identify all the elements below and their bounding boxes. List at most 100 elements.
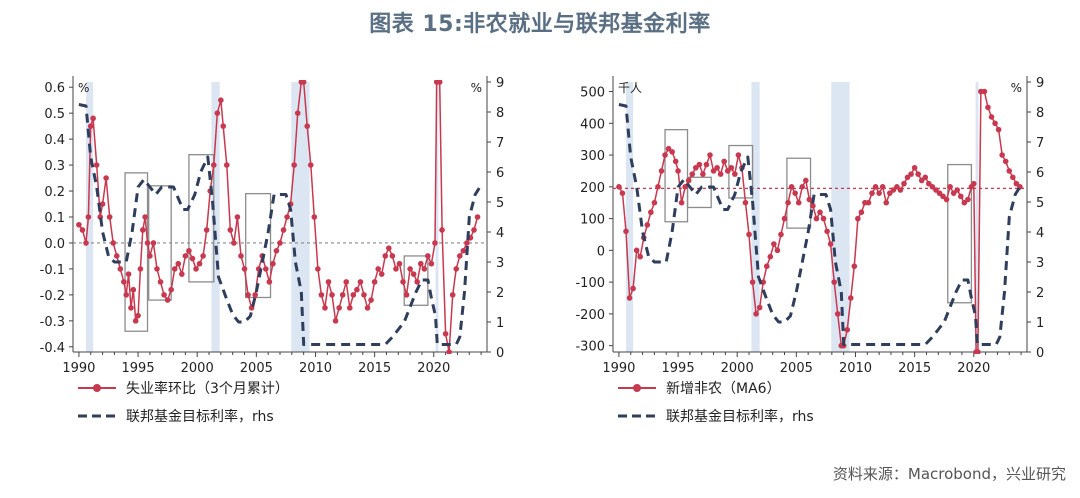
data-point bbox=[827, 241, 834, 247]
data-point bbox=[778, 231, 784, 238]
y-tick-label: -0.1 bbox=[40, 263, 65, 278]
data-point bbox=[322, 305, 328, 311]
data-point bbox=[897, 187, 904, 193]
data-point bbox=[799, 184, 806, 190]
data-point bbox=[361, 292, 367, 298]
data-point bbox=[858, 209, 865, 216]
data-point bbox=[908, 171, 914, 177]
data-point bbox=[252, 292, 258, 298]
data-point bbox=[137, 266, 144, 272]
highlight-box bbox=[786, 157, 812, 229]
highlight-box bbox=[245, 192, 272, 299]
y-tick-label: 0.5 bbox=[44, 107, 65, 122]
left-chart: 0.6 0.5 0.4 0.3 0.2 0.1 0.0 -0.1 -0.2 -0.3 -0.4 9 8 7… bbox=[40, 76, 504, 425]
data-point bbox=[616, 184, 622, 190]
data-point bbox=[810, 203, 816, 209]
data-point bbox=[432, 240, 438, 246]
data-point bbox=[633, 247, 640, 254]
data-point bbox=[442, 331, 449, 337]
data-point bbox=[403, 292, 410, 298]
fed-funds-rate-line bbox=[78, 103, 482, 346]
source-note: 资料来源：Macrobond，兴业研究 bbox=[832, 465, 1066, 483]
data-point bbox=[368, 297, 374, 303]
y-tick-label: 0.0 bbox=[44, 237, 65, 252]
data-point bbox=[203, 227, 210, 233]
data-point bbox=[273, 247, 280, 254]
data-point bbox=[707, 152, 713, 158]
data-point bbox=[803, 177, 809, 184]
data-point bbox=[439, 227, 445, 233]
data-point bbox=[689, 171, 696, 177]
data-point bbox=[806, 196, 813, 203]
data-point bbox=[386, 245, 392, 251]
data-point bbox=[742, 199, 749, 206]
data-point bbox=[619, 190, 626, 196]
data-point bbox=[154, 266, 160, 272]
data-point bbox=[357, 279, 364, 285]
data-point bbox=[139, 227, 146, 233]
data-point bbox=[655, 184, 661, 190]
data-point bbox=[658, 168, 665, 174]
recession-band bbox=[435, 82, 439, 352]
data-point bbox=[171, 266, 178, 272]
data-point bbox=[121, 279, 127, 285]
data-point bbox=[266, 279, 273, 285]
y2-tick-label: 6 bbox=[1036, 166, 1044, 181]
data-point bbox=[851, 263, 858, 270]
x-tick-label: 1990 bbox=[62, 361, 95, 376]
data-point bbox=[869, 190, 875, 196]
y2-tick-label: 2 bbox=[1036, 286, 1044, 301]
data-point bbox=[623, 228, 629, 235]
recession-band bbox=[831, 82, 850, 352]
y2-tick-label: 7 bbox=[496, 136, 504, 151]
data-point bbox=[756, 304, 763, 311]
data-point bbox=[329, 292, 335, 298]
data-point bbox=[785, 199, 791, 206]
data-point bbox=[464, 240, 470, 246]
data-point bbox=[436, 80, 443, 85]
data-point bbox=[753, 311, 759, 317]
data-point bbox=[637, 253, 644, 260]
data-point bbox=[179, 271, 185, 277]
x-tick-label: 1995 bbox=[662, 361, 695, 376]
data-point bbox=[168, 286, 174, 293]
highlight-box bbox=[686, 176, 712, 209]
data-point bbox=[672, 158, 679, 165]
y-tick-label: -300 bbox=[575, 340, 605, 355]
data-point bbox=[879, 184, 886, 190]
y-tick-label: -0.3 bbox=[40, 315, 65, 330]
data-point bbox=[87, 123, 94, 129]
y2-tick-label: 9 bbox=[496, 76, 504, 91]
data-point bbox=[872, 184, 879, 190]
data-point bbox=[350, 292, 357, 298]
data-point bbox=[270, 260, 276, 267]
data-point bbox=[375, 266, 381, 272]
y-tick-label: 0.2 bbox=[44, 185, 65, 200]
y2-tick-label: 7 bbox=[1036, 136, 1044, 151]
data-point bbox=[474, 214, 481, 220]
data-point bbox=[954, 187, 961, 193]
left-unit-label: % bbox=[78, 81, 89, 95]
data-point bbox=[400, 279, 406, 285]
data-point bbox=[220, 123, 227, 129]
data-point bbox=[855, 215, 861, 222]
data-point bbox=[79, 227, 86, 233]
data-point bbox=[975, 349, 981, 354]
y2-tick-label: 4 bbox=[496, 226, 504, 241]
data-point bbox=[196, 260, 203, 267]
data-point bbox=[717, 171, 724, 177]
data-point bbox=[460, 247, 467, 254]
data-point bbox=[788, 184, 795, 190]
data-point bbox=[781, 215, 788, 222]
data-point bbox=[947, 184, 953, 190]
data-point bbox=[943, 196, 950, 203]
y-tick-label: 100 bbox=[580, 213, 605, 228]
data-point bbox=[378, 271, 385, 277]
page-title: 图表 15:非农就业与联邦基金利率 bbox=[369, 12, 711, 37]
data-point bbox=[311, 214, 318, 220]
data-point bbox=[876, 190, 882, 196]
data-point bbox=[774, 247, 781, 254]
data-point bbox=[325, 279, 332, 285]
fed-funds-rate-line bbox=[618, 103, 1022, 346]
data-point bbox=[417, 260, 424, 267]
